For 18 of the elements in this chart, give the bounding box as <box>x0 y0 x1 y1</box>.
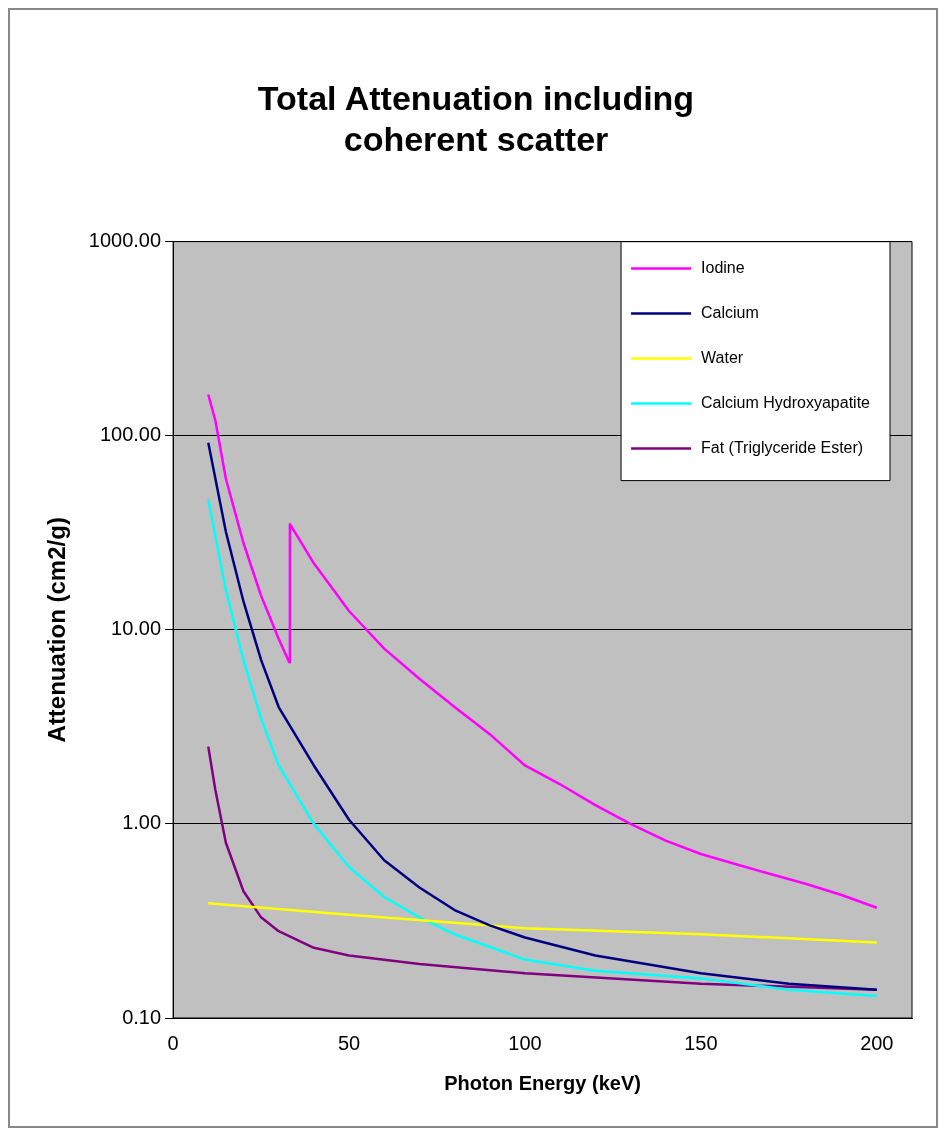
x-tick-label: 50 <box>337 1031 361 1054</box>
y-tick-label: 0.10 <box>122 1005 162 1028</box>
x-tick-label: 200 <box>860 1031 894 1054</box>
y-tick-label: 10.00 <box>111 617 162 640</box>
y-tick-label: 1000.00 <box>88 229 162 252</box>
x-tick-label: 0 <box>167 1031 179 1054</box>
x-tick-label: 100 <box>508 1031 542 1054</box>
chart-title: Total Attenuation including coherent scatter <box>257 78 695 158</box>
y-tick-label: 1.00 <box>122 811 162 834</box>
legend-label: Fat (Triglyceride Ester) <box>701 439 864 457</box>
x-tick-label: 150 <box>684 1031 718 1054</box>
y-axis-title: Attenuation (cm2/g) <box>43 517 71 743</box>
legend-label: Water <box>701 349 744 367</box>
legend-label: Calcium <box>701 304 759 322</box>
legend-label: Iodine <box>701 259 745 277</box>
x-axis-title: Photon Energy (keV) <box>444 1071 641 1094</box>
legend-label: Calcium Hydroxyapatite <box>701 394 871 412</box>
y-tick-label: 100.00 <box>99 423 162 446</box>
